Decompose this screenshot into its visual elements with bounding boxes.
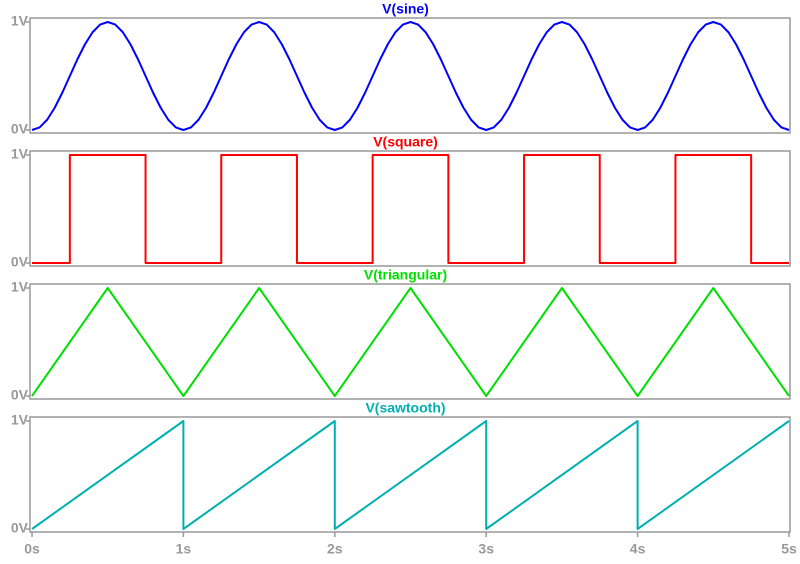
trace — [31, 287, 790, 397]
y-tick-label: 1V — [11, 13, 29, 29]
panel-title: V(sawtooth) — [365, 400, 445, 416]
x-tick-label: 0s — [24, 541, 40, 557]
x-tick-label: 1s — [176, 541, 192, 557]
trace — [31, 420, 790, 530]
y-tick-label: 1V — [11, 412, 29, 428]
x-tick-label: 4s — [630, 541, 646, 557]
y-tick-label: 1V — [11, 279, 29, 295]
plot-frame — [29, 416, 791, 533]
y-tick-label: 0V — [11, 121, 29, 137]
plot-frame — [29, 283, 791, 400]
y-tick-label: 0V — [11, 520, 29, 536]
x-tick-label: 2s — [327, 541, 343, 557]
plot-frame — [29, 150, 791, 267]
panel-title: V(triangular) — [364, 267, 447, 283]
y-tick-label: 0V — [11, 254, 29, 270]
x-tick-label: 3s — [478, 541, 494, 557]
panel-title: V(sine) — [382, 1, 429, 17]
y-tick-label: 1V — [11, 146, 29, 162]
trace — [31, 21, 790, 131]
panel-title: V(square) — [373, 134, 438, 150]
trace — [32, 154, 789, 264]
y-tick-label: 0V — [11, 387, 29, 403]
plot-frame — [29, 17, 791, 134]
x-tick-label: 5s — [781, 541, 797, 557]
